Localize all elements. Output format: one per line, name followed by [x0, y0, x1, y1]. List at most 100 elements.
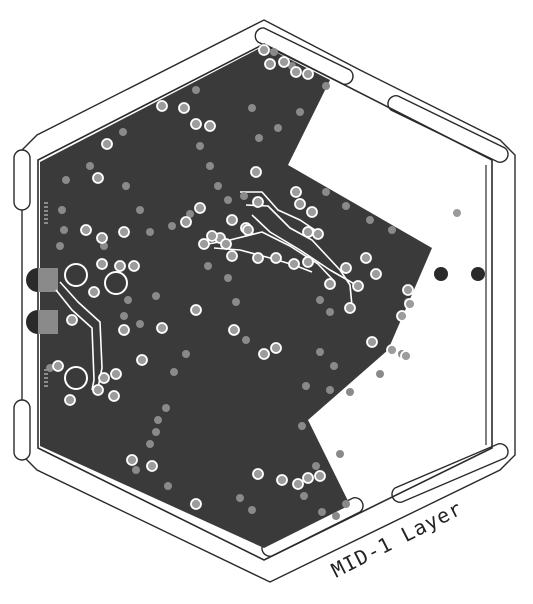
- via: [274, 124, 282, 132]
- via: [60, 226, 68, 234]
- pad: [110, 368, 122, 380]
- via: [154, 416, 162, 424]
- pad: [190, 498, 202, 510]
- via: [124, 296, 132, 304]
- pad: [156, 100, 168, 112]
- pad: [118, 324, 130, 336]
- right-top-slot: [387, 95, 509, 163]
- pad: [312, 228, 324, 240]
- board-outer-outline: [21, 19, 516, 583]
- pad: [88, 286, 100, 298]
- pad: [386, 344, 398, 356]
- pad: [220, 238, 232, 250]
- via: [232, 298, 240, 306]
- via: [214, 182, 222, 190]
- pad: [402, 284, 414, 296]
- via: [152, 428, 160, 436]
- pad: [114, 260, 126, 272]
- pad: [258, 44, 270, 56]
- board-inner-edge: [37, 43, 493, 561]
- pad: [306, 206, 318, 218]
- pad: [302, 226, 314, 238]
- right-small-via: [453, 209, 461, 217]
- via: [136, 320, 144, 328]
- via: [342, 202, 350, 210]
- pad: [52, 360, 64, 372]
- via: [316, 296, 324, 304]
- pad: [66, 314, 78, 326]
- pad: [80, 224, 92, 236]
- pad: [204, 120, 216, 132]
- via: [255, 134, 263, 142]
- via: [300, 492, 308, 500]
- pad: [404, 298, 416, 310]
- via: [206, 162, 214, 170]
- via: [62, 176, 70, 184]
- via: [146, 228, 154, 236]
- via: [164, 482, 172, 490]
- via: [86, 162, 94, 170]
- via: [366, 216, 374, 224]
- pad: [250, 166, 262, 178]
- pad: [226, 214, 238, 226]
- pad: [352, 280, 364, 292]
- via: [122, 182, 130, 190]
- pad: [118, 226, 130, 238]
- pad: [276, 474, 288, 486]
- pad: [396, 310, 408, 322]
- pad: [98, 372, 110, 384]
- left-slot-top: [13, 149, 31, 211]
- via: [332, 512, 340, 520]
- via: [136, 206, 144, 214]
- via: [46, 364, 54, 372]
- via: [186, 210, 194, 218]
- pad: [302, 472, 314, 484]
- right-hole-right: [471, 267, 485, 281]
- vias: [46, 48, 412, 520]
- pad: [92, 384, 104, 396]
- via: [336, 450, 344, 458]
- pad: [252, 468, 264, 480]
- via: [240, 192, 248, 200]
- via: [270, 48, 278, 56]
- pad: [278, 56, 290, 68]
- large-pads: [64, 263, 128, 390]
- pads: [52, 44, 416, 510]
- pad: [366, 336, 378, 348]
- via: [152, 292, 160, 300]
- via: [224, 196, 232, 204]
- pad: [252, 252, 264, 264]
- via: [312, 462, 320, 470]
- pad: [92, 172, 104, 184]
- pad: [96, 232, 108, 244]
- left-mount-pad-top: [38, 268, 58, 292]
- via: [132, 466, 140, 474]
- pad: [108, 390, 120, 402]
- via: [298, 422, 306, 430]
- pad: [190, 304, 202, 316]
- pad: [198, 238, 210, 250]
- pad: [156, 322, 168, 334]
- pad: [344, 302, 356, 314]
- via: [376, 370, 384, 378]
- pad: [290, 66, 302, 78]
- pad: [178, 102, 190, 114]
- pad: [400, 350, 412, 362]
- right-hole-left: [434, 267, 448, 281]
- via: [322, 188, 330, 196]
- left-mount-pad-bottom: [38, 310, 58, 334]
- via: [296, 108, 304, 116]
- pad: [288, 258, 300, 270]
- via: [146, 440, 154, 448]
- pad: [252, 196, 264, 208]
- pad: [226, 250, 238, 262]
- via: [192, 86, 200, 94]
- via: [326, 386, 334, 394]
- pad: [340, 262, 352, 274]
- pad: [270, 342, 282, 354]
- via: [248, 104, 256, 112]
- pad: [146, 460, 158, 472]
- via: [242, 336, 250, 344]
- pad: [101, 138, 113, 150]
